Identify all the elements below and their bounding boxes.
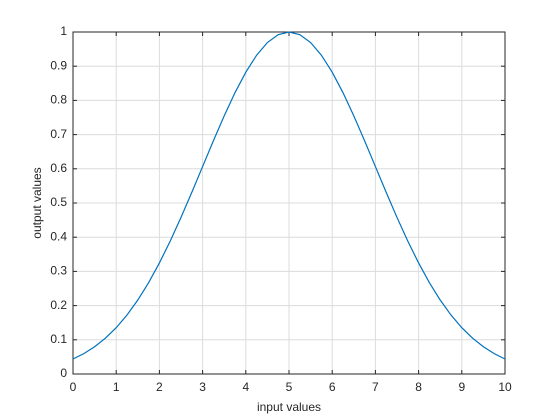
x-axis-label: input values bbox=[257, 400, 321, 414]
x-tick-label: 9 bbox=[458, 380, 465, 394]
x-tick-label: 4 bbox=[242, 380, 249, 394]
x-tick-label: 8 bbox=[415, 380, 422, 394]
y-tick-label: 0.7 bbox=[50, 127, 67, 141]
y-axis-label: output values bbox=[30, 167, 44, 238]
x-tick-label: 1 bbox=[113, 380, 120, 394]
y-tick-label: 0.9 bbox=[50, 58, 67, 72]
y-tick-label: 0.5 bbox=[50, 195, 67, 209]
x-tick-label: 2 bbox=[156, 380, 163, 394]
y-tick-label: 0.4 bbox=[50, 229, 67, 243]
y-tick-label: 0.6 bbox=[50, 161, 67, 175]
x-tick-label: 7 bbox=[372, 380, 379, 394]
y-tick-label: 0.3 bbox=[50, 264, 67, 278]
x-tick-label: 5 bbox=[286, 380, 293, 394]
x-tick-label: 3 bbox=[199, 380, 206, 394]
y-tick-label: 0.8 bbox=[50, 93, 67, 107]
x-tick-label: 6 bbox=[329, 380, 336, 394]
y-tick-label: 1 bbox=[60, 24, 67, 38]
x-tick-label: 10 bbox=[498, 380, 512, 394]
line-series bbox=[72, 31, 506, 360]
y-tick-label: 0.1 bbox=[50, 332, 67, 346]
x-tick-label: 0 bbox=[70, 380, 77, 394]
y-tick-label: 0.2 bbox=[50, 298, 67, 312]
y-tick-label: 0 bbox=[60, 366, 67, 380]
